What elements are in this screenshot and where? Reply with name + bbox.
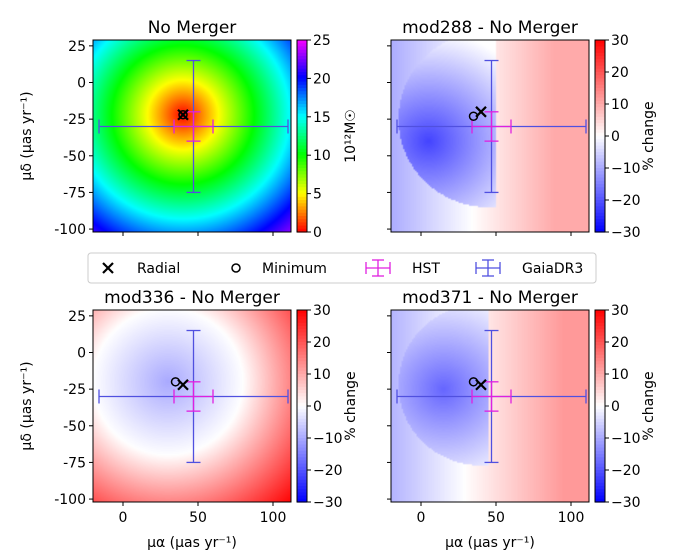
panel-title: mod336 - No Merger bbox=[104, 288, 280, 308]
y-tick-label: -50 bbox=[63, 419, 86, 435]
axes-frame bbox=[390, 39, 590, 233]
colorbar-tick-label: 5 bbox=[313, 187, 322, 203]
y-tick-label: -50 bbox=[63, 149, 86, 165]
colorbar: 30 20 10 0 −10 −20 −30 % change bbox=[594, 303, 657, 511]
colorbar-tick-label: 0 bbox=[313, 399, 322, 415]
y-tick-label: -75 bbox=[63, 185, 86, 201]
hst-errorbar bbox=[471, 381, 512, 412]
colorbar-tick-label: 10 bbox=[611, 367, 629, 383]
minimum-marker bbox=[178, 109, 188, 120]
colorbar: 0 5 10 15 20 25 10¹²M☉ bbox=[296, 33, 359, 241]
legend-errorbar-marker bbox=[475, 259, 501, 277]
legend-minimum-marker bbox=[231, 263, 241, 273]
legend-errorbar-marker bbox=[365, 259, 391, 277]
colorbar-tick-label: −20 bbox=[611, 463, 641, 479]
colorbar-tick-label: 20 bbox=[611, 65, 629, 81]
x-axis-label: μα (μas yr⁻¹) bbox=[445, 535, 535, 551]
radial-marker bbox=[475, 106, 487, 118]
panel-title: mod371 - No Merger bbox=[402, 288, 578, 308]
legend-item-radial: Radial bbox=[102, 261, 180, 277]
colorbar-tick-label: 20 bbox=[611, 335, 629, 351]
colorbar-tick-label: −10 bbox=[611, 161, 641, 177]
legend-item-gaiadr3: GaiaDR3 bbox=[475, 259, 583, 277]
y-tick-label: -100 bbox=[54, 492, 86, 508]
hst-errorbar bbox=[471, 111, 512, 142]
panel-1: No Merger 25 0 -25 -50 -75 -100 μδ (μas yr⁻¹) 0 5… bbox=[19, 18, 359, 241]
colorbar: 30 20 10 0 −10 −20 −30 % change bbox=[594, 33, 657, 241]
colorbar-tick-label: 25 bbox=[313, 33, 331, 49]
x-tick-label: 50 bbox=[487, 510, 505, 526]
legend: Radial Minimum HST GaiaDR3 bbox=[87, 252, 597, 284]
y-tick-label: -75 bbox=[63, 455, 86, 471]
colorbar-tick-label: 30 bbox=[611, 33, 629, 49]
colorbar-tick-label: 20 bbox=[313, 71, 331, 87]
legend-label: HST bbox=[412, 261, 440, 277]
colorbar-tick-label: −30 bbox=[313, 495, 343, 511]
x-axis-label: μα (μas yr⁻¹) bbox=[147, 535, 237, 551]
colorbar-tick-label: 10 bbox=[611, 97, 629, 113]
colorbar-tick-label: 20 bbox=[313, 335, 331, 351]
colorbar-tick-label: −20 bbox=[611, 193, 641, 209]
legend-radial-marker bbox=[102, 262, 114, 274]
y-axis-label: μδ (μas yr⁻¹) bbox=[19, 91, 35, 180]
hst-errorbar bbox=[173, 381, 214, 412]
legend-label: GaiaDR3 bbox=[522, 261, 583, 277]
colorbar-label: % change bbox=[641, 101, 657, 170]
heatmap-image bbox=[391, 40, 589, 232]
x-tick-label: 50 bbox=[189, 510, 207, 526]
colorbar: 30 20 10 0 −10 −20 −30 % change bbox=[296, 303, 359, 511]
axes-frame bbox=[92, 309, 292, 503]
colorbar-tick-label: 15 bbox=[313, 110, 331, 126]
colorbar-tick-label: −20 bbox=[313, 463, 343, 479]
colorbar-tick-label: 0 bbox=[611, 129, 620, 145]
colorbar-tick-label: 10 bbox=[313, 367, 331, 383]
heatmap-image bbox=[93, 40, 291, 232]
heatmap-image bbox=[93, 310, 291, 502]
x-tick-label: 100 bbox=[260, 510, 287, 526]
colorbar-label: % change bbox=[343, 371, 359, 440]
y-tick-label: 0 bbox=[77, 76, 86, 92]
colorbar-tick-label: 10 bbox=[313, 148, 331, 164]
colorbar-label: % change bbox=[641, 371, 657, 440]
radial-marker bbox=[177, 108, 189, 121]
panel-title: mod288 - No Merger bbox=[402, 18, 578, 38]
colorbar-tick-label: −30 bbox=[611, 495, 641, 511]
y-tick-label: -100 bbox=[54, 222, 86, 238]
y-tick-label: -25 bbox=[63, 382, 86, 398]
axes-frame bbox=[390, 309, 590, 503]
heatmap-image bbox=[391, 310, 589, 502]
y-tick-label: 0 bbox=[77, 346, 86, 362]
colorbar-frame bbox=[296, 39, 308, 233]
radial-marker bbox=[177, 378, 189, 391]
hst-errorbar bbox=[173, 111, 214, 142]
x-tick-label: 0 bbox=[119, 510, 128, 526]
y-axis-label: μδ (μas yr⁻¹) bbox=[19, 361, 35, 450]
colorbar-tick-label: −10 bbox=[313, 431, 343, 447]
radial-marker bbox=[475, 378, 487, 391]
y-tick-label: 25 bbox=[68, 39, 86, 55]
colorbar-tick-label: −30 bbox=[611, 225, 641, 241]
y-tick-label: -25 bbox=[63, 112, 86, 128]
colorbar-tick-label: 0 bbox=[313, 225, 322, 241]
colorbar-tick-label: 30 bbox=[611, 303, 629, 319]
colorbar-tick-label: 0 bbox=[611, 399, 620, 415]
y-tick-label: 25 bbox=[68, 309, 86, 325]
colorbar-label: 10¹²M☉ bbox=[343, 109, 359, 163]
panel-2: mod288 - No Merger 30 20 10 0 −10 −20 −30 % chan… bbox=[387, 18, 657, 241]
colorbar-tick-label: 30 bbox=[313, 303, 331, 319]
legend-box bbox=[87, 252, 597, 284]
legend-item-hst: HST bbox=[365, 259, 440, 277]
x-tick-label: 0 bbox=[417, 510, 426, 526]
axes-frame bbox=[92, 39, 292, 233]
legend-label: Radial bbox=[137, 261, 180, 277]
legend-label: Minimum bbox=[262, 261, 327, 277]
colorbar-tick-label: −10 bbox=[611, 431, 641, 447]
legend-item-minimum: Minimum bbox=[231, 261, 327, 277]
x-tick-label: 100 bbox=[558, 510, 585, 526]
panel-title: No Merger bbox=[148, 18, 237, 38]
